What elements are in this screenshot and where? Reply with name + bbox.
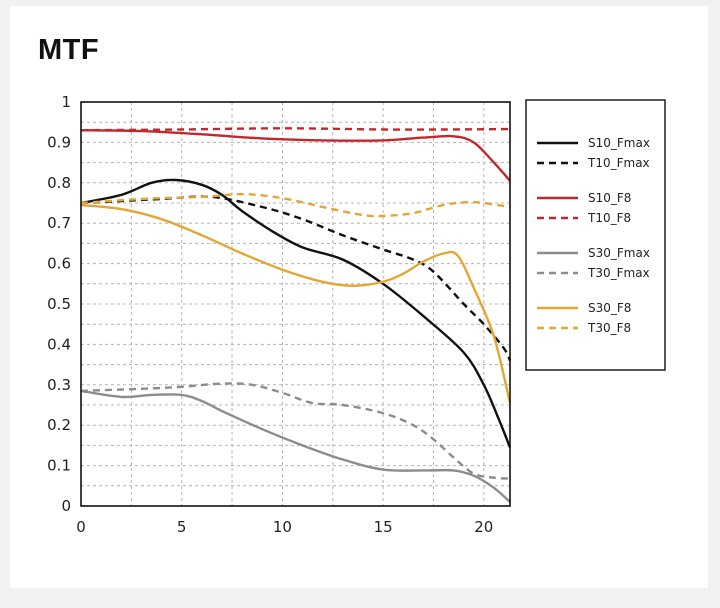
series-line-s30-fmax <box>80 389 511 503</box>
series-line-s10-f8 <box>80 129 511 182</box>
series-line-t10-f8 <box>80 127 511 132</box>
plot-frame <box>80 101 511 507</box>
legend: S10_Fmax T10_Fmax S10_F8 T10_F8 S30_Fmax T30_… <box>525 99 666 371</box>
series-line-t30-f8 <box>80 192 511 218</box>
y-tick-label: 0.3 <box>47 376 71 394</box>
x-tick-label: 10 <box>273 518 292 536</box>
legend-label: S10_F8 <box>588 191 631 205</box>
series-line-t30-fmax <box>80 382 511 480</box>
y-tick-label: 0.7 <box>47 214 71 232</box>
y-tick-label: 0.5 <box>47 295 71 313</box>
grid-lines <box>81 102 510 506</box>
series-lines <box>80 127 512 503</box>
series-line-s30-f8 <box>80 203 512 404</box>
axis-tick-labels: 00.10.20.30.40.50.60.70.80.910 5 10 15 20 <box>47 93 493 536</box>
y-tick-label: 0.4 <box>47 335 71 353</box>
y-tick-label: 0.8 <box>47 174 71 192</box>
legend-label: T10_Fmax <box>587 156 650 170</box>
legend-label: T10_F8 <box>587 211 631 225</box>
legend-label: S30_Fmax <box>588 246 650 260</box>
y-tick-label: 0.1 <box>47 457 71 475</box>
legend-label: S10_Fmax <box>588 136 650 150</box>
y-tick-label: 0 <box>61 497 71 515</box>
y-tick-label: 1 <box>61 93 71 111</box>
x-tick-label: 5 <box>177 518 187 536</box>
x-tick-label: 20 <box>474 518 493 536</box>
legend-box <box>525 99 666 371</box>
legend-label: T30_F8 <box>587 321 631 335</box>
chart-title: MTF <box>38 34 100 66</box>
y-tick-label: 0.6 <box>47 255 71 273</box>
legend-label: S30_F8 <box>588 301 631 315</box>
series-line-s10-fmax <box>80 178 512 448</box>
legend-label: T30_Fmax <box>587 266 650 280</box>
x-tick-label: 0 <box>76 518 86 536</box>
x-tick-label: 15 <box>374 518 393 536</box>
y-tick-label: 0.2 <box>47 416 71 434</box>
y-tick-label: 0.9 <box>47 133 71 151</box>
